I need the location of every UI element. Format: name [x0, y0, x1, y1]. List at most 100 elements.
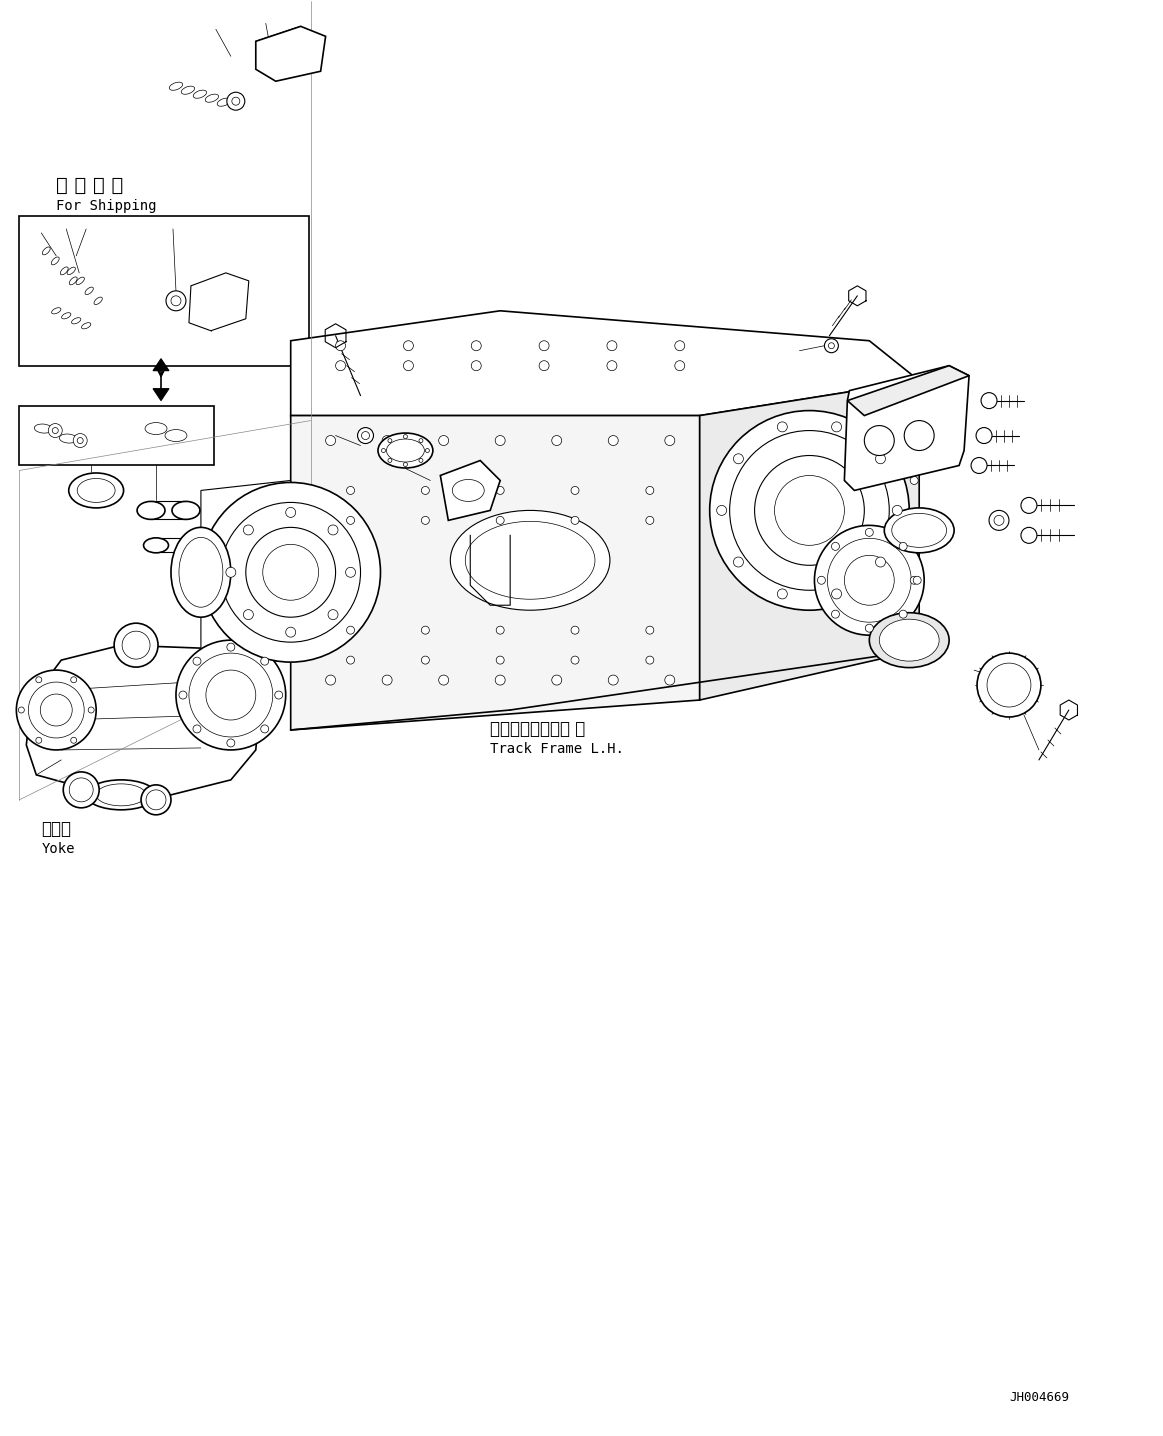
- Circle shape: [571, 517, 579, 524]
- Circle shape: [734, 557, 743, 567]
- Circle shape: [540, 340, 549, 350]
- Circle shape: [77, 438, 84, 444]
- Circle shape: [832, 589, 842, 599]
- Ellipse shape: [179, 537, 223, 607]
- Circle shape: [911, 426, 919, 435]
- Circle shape: [832, 543, 840, 550]
- Circle shape: [286, 628, 295, 638]
- Circle shape: [404, 340, 413, 350]
- Polygon shape: [291, 415, 700, 729]
- Polygon shape: [441, 461, 500, 520]
- Circle shape: [166, 292, 186, 310]
- Circle shape: [832, 610, 840, 617]
- Ellipse shape: [69, 472, 123, 508]
- Circle shape: [864, 425, 894, 455]
- Ellipse shape: [193, 90, 207, 98]
- Circle shape: [645, 487, 654, 494]
- Circle shape: [825, 339, 839, 353]
- Ellipse shape: [378, 434, 433, 468]
- Polygon shape: [256, 26, 326, 82]
- Circle shape: [421, 626, 429, 635]
- Circle shape: [345, 567, 356, 577]
- Circle shape: [71, 737, 77, 744]
- Ellipse shape: [450, 510, 609, 610]
- Circle shape: [41, 694, 72, 727]
- Circle shape: [88, 707, 94, 714]
- Circle shape: [36, 676, 42, 682]
- Ellipse shape: [137, 501, 165, 520]
- Polygon shape: [154, 359, 169, 370]
- Ellipse shape: [62, 313, 71, 319]
- Circle shape: [261, 725, 269, 732]
- Circle shape: [336, 360, 345, 370]
- Circle shape: [122, 632, 150, 659]
- Ellipse shape: [879, 619, 940, 661]
- Circle shape: [381, 448, 385, 452]
- Circle shape: [261, 658, 269, 665]
- Ellipse shape: [67, 267, 76, 274]
- Circle shape: [471, 360, 481, 370]
- Circle shape: [497, 656, 505, 663]
- Circle shape: [226, 567, 236, 577]
- Circle shape: [645, 656, 654, 663]
- Circle shape: [892, 505, 902, 516]
- Circle shape: [540, 360, 549, 370]
- Ellipse shape: [181, 86, 194, 95]
- Circle shape: [227, 643, 235, 651]
- Circle shape: [336, 340, 345, 350]
- Circle shape: [1021, 497, 1037, 514]
- Circle shape: [227, 92, 244, 111]
- Bar: [20, 215, 308, 366]
- Circle shape: [1021, 527, 1037, 543]
- Circle shape: [876, 454, 885, 464]
- Circle shape: [899, 543, 907, 550]
- Polygon shape: [201, 481, 291, 665]
- Text: 運 搜 部 品: 運 搜 部 品: [56, 177, 123, 195]
- Circle shape: [421, 656, 429, 663]
- Circle shape: [326, 435, 336, 445]
- Text: トラックフレーム 左: トラックフレーム 左: [491, 719, 585, 738]
- Ellipse shape: [465, 521, 595, 599]
- Circle shape: [913, 576, 921, 584]
- Circle shape: [607, 360, 616, 370]
- Circle shape: [497, 517, 505, 524]
- Circle shape: [971, 458, 987, 474]
- Circle shape: [16, 671, 97, 750]
- Circle shape: [36, 737, 42, 744]
- Circle shape: [777, 589, 787, 599]
- Circle shape: [328, 526, 338, 536]
- Circle shape: [63, 773, 99, 808]
- Ellipse shape: [97, 784, 147, 806]
- Circle shape: [775, 475, 844, 546]
- Ellipse shape: [869, 613, 949, 668]
- Circle shape: [71, 676, 77, 682]
- Circle shape: [243, 526, 254, 536]
- Ellipse shape: [171, 527, 230, 617]
- Circle shape: [328, 610, 338, 619]
- Text: JH004669: JH004669: [1009, 1390, 1069, 1403]
- Polygon shape: [154, 389, 169, 401]
- Circle shape: [114, 623, 158, 668]
- Circle shape: [899, 610, 907, 617]
- Circle shape: [608, 435, 619, 445]
- Circle shape: [865, 625, 873, 632]
- Polygon shape: [291, 310, 919, 415]
- Ellipse shape: [386, 439, 424, 462]
- Circle shape: [645, 626, 654, 635]
- Circle shape: [438, 675, 449, 685]
- Polygon shape: [700, 381, 919, 699]
- Ellipse shape: [145, 422, 167, 435]
- Circle shape: [426, 448, 429, 452]
- Bar: [20, 405, 214, 465]
- Ellipse shape: [51, 307, 60, 314]
- Ellipse shape: [85, 287, 93, 294]
- Polygon shape: [27, 645, 261, 796]
- Polygon shape: [848, 366, 969, 415]
- Circle shape: [977, 653, 1041, 717]
- Circle shape: [326, 675, 336, 685]
- Ellipse shape: [86, 780, 156, 810]
- Circle shape: [274, 691, 283, 699]
- Circle shape: [388, 458, 392, 462]
- Ellipse shape: [170, 82, 183, 90]
- Ellipse shape: [205, 95, 219, 102]
